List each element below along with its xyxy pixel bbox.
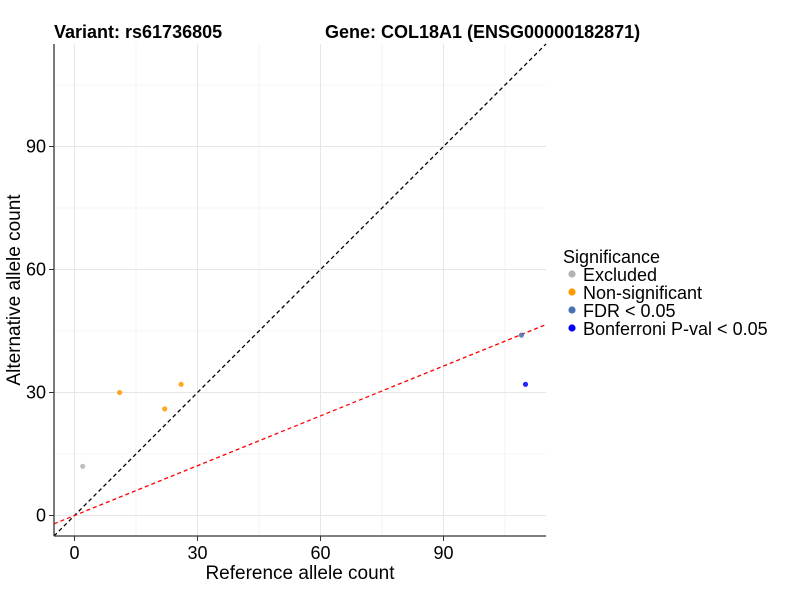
legend-label: Excluded xyxy=(583,265,657,285)
y-axis-label: Alternative allele count xyxy=(4,194,25,386)
data-point xyxy=(162,406,168,412)
ticks: 0 30 60 90 0 30 60 90 xyxy=(26,137,454,564)
axes xyxy=(53,44,546,537)
data-point xyxy=(518,332,525,338)
y-tick-label: 30 xyxy=(26,383,46,403)
reference-line-identity xyxy=(53,43,547,537)
y-tick-label: 60 xyxy=(26,260,46,280)
data-point xyxy=(117,389,123,396)
grid xyxy=(54,44,546,536)
reference-line-expected-ratio xyxy=(53,323,547,525)
legend-title: Significance xyxy=(563,247,660,267)
legend-swatch xyxy=(568,324,576,332)
title-variant: Variant: rs61736805 xyxy=(54,22,222,42)
data-point xyxy=(80,463,86,469)
x-tick-label: 60 xyxy=(310,543,330,563)
legend-label: FDR < 0.05 xyxy=(583,301,676,321)
x-tick-label: 0 xyxy=(69,543,79,563)
legend-swatch xyxy=(568,288,576,296)
y-tick-label: 0 xyxy=(36,506,46,526)
y-tick-label: 90 xyxy=(26,137,46,157)
legend: Significance ExcludedNon-significantFDR … xyxy=(563,247,768,339)
data-points xyxy=(80,332,529,469)
data-point xyxy=(522,381,529,387)
x-tick-label: 90 xyxy=(433,543,453,563)
legend-label: Bonferroni P-val < 0.05 xyxy=(583,319,768,339)
x-tick-label: 30 xyxy=(187,543,207,563)
x-axis-label: Reference allele count xyxy=(205,563,395,584)
legend-label: Non-significant xyxy=(583,283,702,303)
title-gene: Gene: COL18A1 (ENSG00000182871) xyxy=(325,22,640,42)
legend-swatch xyxy=(568,306,576,314)
data-point xyxy=(178,381,184,387)
legend-swatch xyxy=(568,270,576,278)
reference-lines xyxy=(53,43,547,537)
